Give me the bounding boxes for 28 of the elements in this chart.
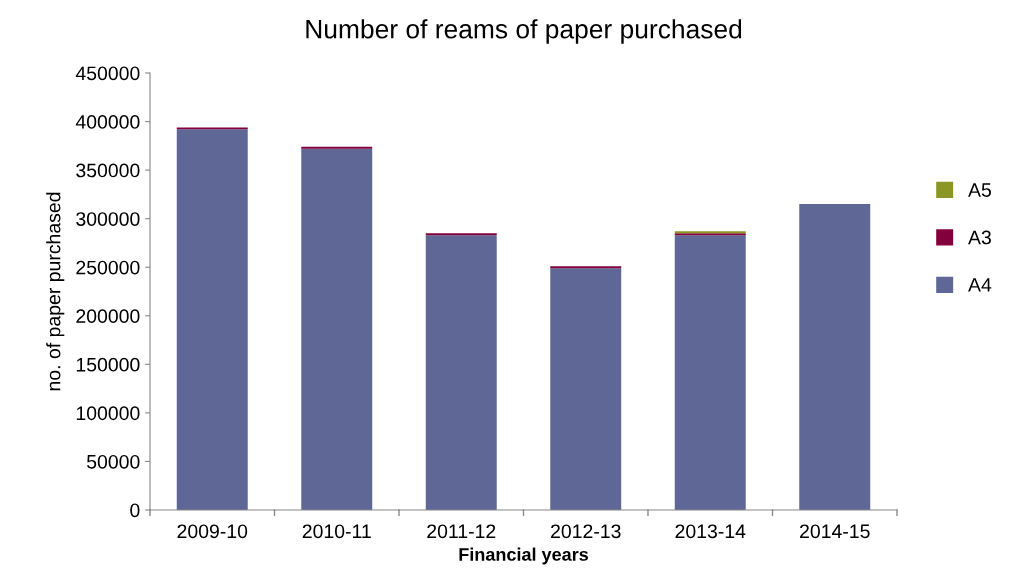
bar	[176, 129, 248, 510]
y-tick-label: 250000	[76, 260, 140, 275]
chart-title: Number of reams of paper purchased	[306, 19, 742, 44]
bar	[301, 148, 373, 510]
bar	[550, 268, 622, 510]
y-tick-label: 50000	[86, 454, 140, 469]
y-axis-title: no. of paper purchased	[46, 192, 65, 391]
legend-label: A3	[968, 230, 991, 245]
legend-label: A4	[968, 278, 992, 292]
x-tick-label: 2012-13	[551, 524, 621, 539]
x-tick-label: 2014-15	[800, 524, 870, 539]
y-tick-label: 100000	[76, 406, 140, 421]
x-axis-title: Financial years	[459, 547, 588, 565]
y-tick-label: 0	[130, 503, 140, 518]
legend-label: A5	[968, 183, 991, 197]
x-tick-label: 2010-11	[302, 524, 371, 539]
y-tick-label: 200000	[76, 309, 140, 324]
bar	[799, 204, 871, 510]
x-tick-label: 2011-12	[427, 524, 496, 539]
x-tick-label: 2009-10	[177, 524, 248, 539]
y-tick-label: 150000	[76, 357, 140, 372]
bar	[425, 235, 497, 510]
y-tick-label: 300000	[76, 212, 140, 226]
y-tick-label: 350000	[76, 163, 140, 178]
y-tick-label: 400000	[75, 115, 140, 129]
y-tick-label: 450000	[75, 66, 140, 81]
x-tick-label: 2013-14	[675, 524, 746, 539]
bar	[674, 235, 746, 510]
